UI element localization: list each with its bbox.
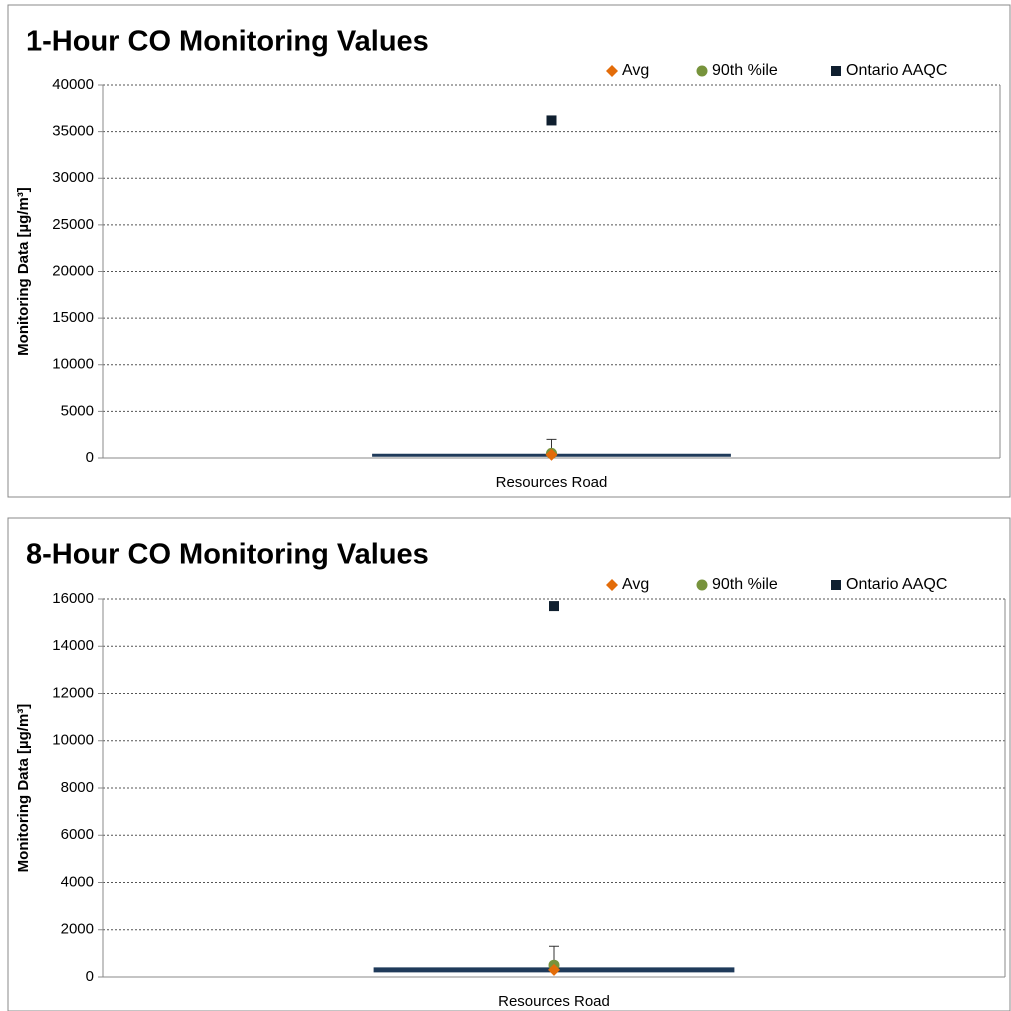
marker-diamond bbox=[548, 963, 560, 976]
legend-label: Avg bbox=[622, 576, 649, 593]
legend-label: Ontario AAQC bbox=[846, 576, 947, 593]
y-tick-label: 16000 bbox=[52, 590, 94, 607]
y-tick-label: 0 bbox=[86, 968, 94, 985]
marker-square bbox=[831, 580, 841, 590]
marker-square bbox=[549, 601, 559, 612]
chart-title: 1-Hour CO Monitoring Values bbox=[26, 26, 429, 58]
x-tick-label: Resources Road bbox=[498, 993, 610, 1010]
y-tick-label: 15000 bbox=[52, 309, 94, 326]
y-tick-label: 30000 bbox=[52, 169, 94, 186]
chart: 8-Hour CO Monitoring Values 0 2000 4000 6000… bbox=[7, 517, 1011, 1011]
y-tick-label: 40000 bbox=[52, 76, 94, 93]
marker-circle bbox=[696, 579, 708, 591]
marker-diamond bbox=[545, 448, 558, 461]
marker-square bbox=[546, 115, 557, 126]
marker-circle bbox=[696, 65, 708, 77]
chart-border bbox=[7, 4, 1011, 498]
y-tick-label: 6000 bbox=[61, 826, 94, 843]
marker-diamond bbox=[606, 579, 618, 591]
y-tick-label: 8000 bbox=[61, 779, 94, 796]
legend-label: 90th %ile bbox=[712, 576, 778, 593]
y-axis-label: Monitoring Data [µg/m³] bbox=[15, 704, 32, 873]
y-tick-label: 14000 bbox=[52, 637, 94, 654]
y-tick-label: 35000 bbox=[52, 123, 94, 140]
legend-label: Avg bbox=[622, 62, 649, 79]
y-tick-label: 25000 bbox=[52, 216, 94, 233]
y-tick-label: 20000 bbox=[52, 262, 94, 279]
chart-title: 8-Hour CO Monitoring Values bbox=[26, 539, 429, 571]
marker-square bbox=[831, 66, 841, 76]
legend-label: Ontario AAQC bbox=[846, 62, 947, 79]
chart: 1-Hour CO Monitoring Values 0 5000 10000 150… bbox=[7, 4, 1011, 498]
y-tick-label: 4000 bbox=[61, 873, 94, 890]
y-tick-label: 5000 bbox=[61, 402, 94, 419]
legend-label: 90th %ile bbox=[712, 62, 778, 79]
y-tick-label: 10000 bbox=[52, 356, 94, 373]
x-tick-label: Resources Road bbox=[496, 474, 608, 491]
y-axis-label: Monitoring Data [µg/m³] bbox=[15, 187, 32, 356]
chart-border bbox=[7, 517, 1011, 1011]
y-tick-label: 0 bbox=[86, 449, 94, 466]
y-tick-label: 10000 bbox=[52, 732, 94, 749]
marker-diamond bbox=[606, 65, 618, 77]
y-tick-label: 2000 bbox=[61, 921, 94, 938]
y-tick-label: 12000 bbox=[52, 684, 94, 701]
